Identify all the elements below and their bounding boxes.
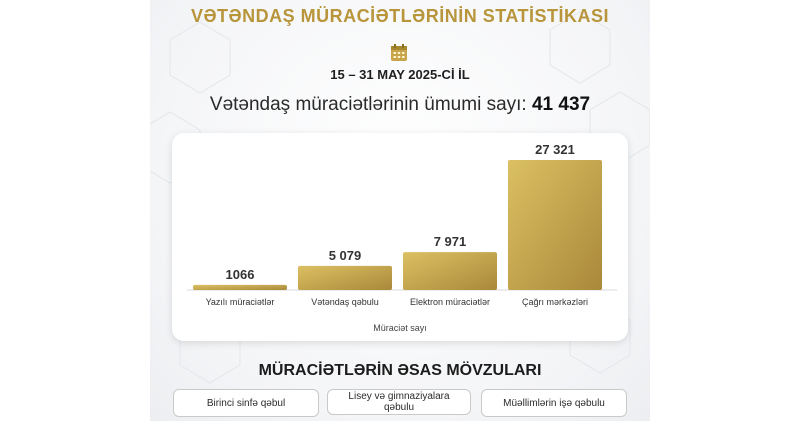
page-title: VƏTƏNDAŞ MÜRACİƏTLƏRİNİN STATİSTİKASI — [190, 6, 610, 26]
date-range: 15 – 31 MAY 2025-Cİ İL — [330, 67, 470, 82]
total-label: Vətəndaş müraciətlərinin ümumi sayı: — [209, 94, 527, 115]
bar — [193, 284, 287, 290]
bar — [508, 160, 602, 290]
topics-heading: MÜRACİƏTLƏRİN ƏSAS MÖVZULARI — [258, 362, 542, 379]
bar-chart: 1066 Yazılı müraciətlər 5 079 Vətəndaş qəbu… — [187, 142, 617, 307]
category-label: Vətəndaş qəbulu — [311, 297, 379, 307]
category-label: Çağrı mərkəzləri — [522, 297, 588, 307]
category-label: Elektron müraciətlər — [410, 297, 490, 307]
bar — [403, 252, 497, 290]
topic-item: Birinci sinfə qəbul — [173, 389, 319, 417]
topic-item: Müəllimlərin işə qəbulu — [481, 389, 627, 417]
bar-value-label: 5 079 — [329, 248, 362, 263]
total-requests: Vətəndaş müraciətlərinin ümumi sayı: 41 … — [150, 94, 650, 116]
infographic-panel: VƏTƏNDAŞ MÜRACİƏTLƏRİNİN STATİSTİKASI 15… — [150, 0, 650, 421]
bar-value-label: 27 321 — [535, 142, 575, 157]
chart-card: 1066 Yazılı müraciətlər 5 079 Vətəndaş qəbu… — [172, 133, 628, 341]
x-axis-title: Müraciət sayı — [373, 323, 427, 333]
category-label: Yazılı müraciətlər — [206, 297, 275, 307]
bar-value-label: 1066 — [226, 267, 255, 282]
bar — [298, 265, 392, 290]
total-value: 41 437 — [531, 94, 591, 115]
bar-value-label: 7 971 — [434, 234, 467, 249]
calendar-icon — [391, 44, 407, 61]
topic-item: Lisey və gimnaziyalara qəbulu — [327, 389, 471, 415]
